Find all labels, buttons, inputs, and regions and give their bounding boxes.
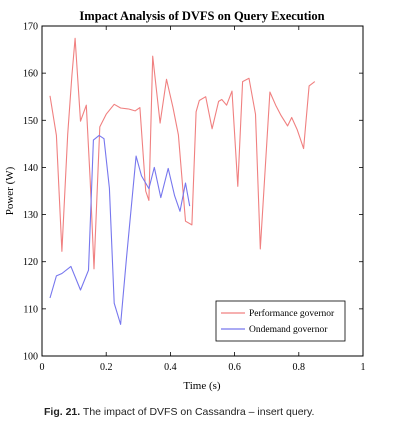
- x-tick-label: 0.6: [228, 362, 241, 373]
- chart: Impact Analysis of DVFS on Query Executi…: [4, 9, 366, 392]
- y-tick-label: 140: [23, 163, 38, 174]
- x-tick-label: 0.2: [100, 362, 113, 373]
- x-tick-label: 0: [40, 362, 45, 373]
- y-tick-label: 150: [23, 116, 38, 127]
- caption-label: Fig. 21.: [44, 406, 81, 418]
- series-line-ondemand: [49, 134, 191, 325]
- series-lines: [49, 37, 316, 325]
- y-tick-label: 170: [23, 22, 38, 33]
- y-axis-label: Power (W): [4, 166, 16, 215]
- figure-caption: Fig. 21. The impact of DVFS on Cassandra…: [44, 406, 413, 418]
- caption-text: The impact of DVFS on Cassandra – insert…: [82, 406, 315, 418]
- legend-label-performance: Performance governor: [249, 308, 335, 319]
- legend-box: [215, 300, 346, 342]
- x-tick-label: 1: [361, 362, 366, 373]
- y-tick-label: 110: [23, 304, 38, 315]
- y-tick-label: 100: [23, 352, 38, 363]
- x-axis-label: Time (s): [183, 380, 221, 392]
- x-tick-label: 0.4: [164, 362, 177, 373]
- plot-frame: [41, 25, 364, 357]
- chart-title: Impact Analysis of DVFS on Query Executi…: [79, 9, 324, 23]
- series-line-performance: [49, 37, 316, 270]
- y-axis: 100 110 120 130 140 150 160 170: [23, 22, 363, 363]
- legend-label-ondemand: Ondemand governor: [249, 325, 328, 335]
- y-tick-label: 130: [23, 210, 38, 221]
- y-tick-label: 160: [23, 69, 38, 80]
- y-tick-label: 120: [23, 257, 38, 268]
- legend: Performance governor Ondemand governor: [215, 300, 346, 342]
- x-axis: 0 0.2 0.4 0.6 0.8 1: [40, 26, 366, 373]
- x-tick-label: 0.8: [293, 362, 306, 373]
